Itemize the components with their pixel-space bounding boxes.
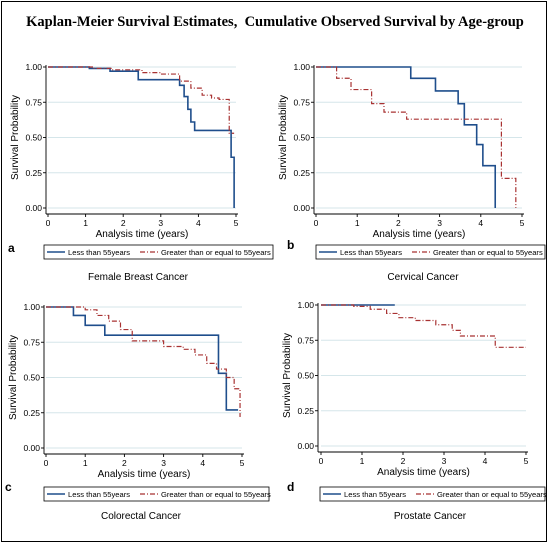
panel-subtitle: Cervical Cancer (387, 272, 459, 283)
y-tick-label: 0.25 (297, 406, 314, 416)
x-axis-title: Analysis time (years) (98, 469, 191, 480)
panel-letter: b (287, 238, 294, 252)
y-tick-label: 1.00 (293, 62, 310, 72)
legend-label: Less than 55years (68, 490, 130, 499)
panel-b: 0.00 0.25 0.50 0.75 1.00 0 1 2 3 4 5 Analysis time … (278, 62, 546, 283)
y-tick-label: 0.50 (293, 133, 310, 143)
x-tick-label: 1 (355, 218, 360, 228)
legend-label: Greater than or equal to 55years (437, 490, 547, 499)
x-axis-title: Analysis time (years) (373, 229, 466, 240)
y-axis-title: Survival Probability (8, 335, 19, 420)
legend: Less than 55years Greater than or equal t… (43, 244, 274, 260)
y-tick-label: 0.50 (25, 133, 42, 143)
series-line-under-55 (316, 66, 497, 208)
x-tick-label: 1 (83, 458, 88, 468)
x-tick-label: 4 (196, 218, 201, 228)
y-tick-label: 0.75 (293, 97, 310, 107)
y-tick-label: 0.00 (293, 203, 310, 213)
legend: Less than 55years Greater than or equal t… (319, 486, 547, 502)
y-tick-label: 0.00 (297, 441, 314, 451)
x-tick-label: 5 (520, 218, 525, 228)
y-tick-label: 0.25 (293, 168, 310, 178)
y-tick-label: 0.50 (297, 371, 314, 381)
y-tick-label: 0.75 (25, 97, 42, 107)
x-tick-label: 3 (158, 218, 163, 228)
legend-box (43, 244, 274, 260)
x-tick-label: 2 (401, 456, 406, 466)
legend-label: Greater than or equal to 55years (433, 248, 543, 257)
legend-box (319, 486, 546, 502)
panel-subtitle: Colorectal Cancer (101, 511, 182, 522)
x-tick-label: 0 (46, 218, 51, 228)
y-tick-label: 1.00 (25, 62, 42, 72)
y-axis-title: Survival Probability (10, 95, 21, 180)
y-tick-label: 0.25 (23, 408, 40, 418)
panel-letter: d (287, 480, 294, 494)
series-line-under-55 (48, 66, 235, 208)
figure-title: Kaplan-Meier Survival Estimates, Cumulat… (26, 14, 524, 30)
legend-box (315, 244, 546, 260)
legend-label: Less than 55years (68, 248, 130, 257)
x-tick-label: 2 (396, 218, 401, 228)
series-line-55-and-over (321, 304, 526, 348)
y-axis-title: Survival Probability (278, 95, 289, 180)
y-tick-label: 0.00 (23, 443, 40, 453)
y-tick-label: 1.00 (23, 302, 40, 312)
x-tick-label: 3 (437, 218, 442, 228)
y-tick-label: 0.75 (297, 335, 314, 345)
x-tick-label: 5 (240, 458, 245, 468)
y-tick-label: 0.50 (23, 373, 40, 383)
panel-c: 0.00 0.25 0.50 0.75 1.00 0 1 2 3 4 5 Analysis time … (5, 302, 271, 522)
legend: Less than 55years Greater than or equal t… (315, 244, 546, 260)
panel-d: 0.00 0.25 0.50 0.75 1.00 0 1 2 3 4 5 Analysis time … (282, 300, 547, 522)
x-tick-label: 4 (483, 456, 488, 466)
y-tick-label: 0.75 (23, 337, 40, 347)
panel-letter: c (5, 480, 12, 494)
legend: Less than 55years Greater than or equal t… (43, 486, 271, 502)
x-tick-label: 2 (121, 218, 126, 228)
x-tick-label: 0 (44, 458, 49, 468)
panel-letter: a (8, 241, 15, 255)
x-tick-label: 4 (200, 458, 205, 468)
x-tick-label: 2 (122, 458, 127, 468)
x-tick-label: 3 (442, 456, 447, 466)
x-axis-title: Analysis time (years) (377, 467, 470, 478)
series-line-55-and-over (316, 66, 517, 208)
x-tick-label: 0 (319, 456, 324, 466)
y-tick-label: 0.00 (25, 203, 42, 213)
legend-label: Less than 55years (340, 248, 402, 257)
x-tick-label: 3 (161, 458, 166, 468)
x-axis-title: Analysis time (years) (96, 229, 189, 240)
y-tick-label: 0.25 (25, 168, 42, 178)
panel-subtitle: Prostate Cancer (394, 511, 467, 522)
series-line-55-and-over (46, 306, 241, 417)
panel-subtitle: Female Breast Cancer (88, 272, 189, 283)
legend-box (43, 486, 270, 502)
x-tick-label: 4 (478, 218, 483, 228)
x-tick-label: 0 (314, 218, 319, 228)
x-tick-label: 1 (83, 218, 88, 228)
y-tick-label: 1.00 (297, 300, 314, 310)
y-axis-title: Survival Probability (282, 333, 293, 418)
x-tick-label: 5 (234, 218, 239, 228)
x-tick-label: 1 (360, 456, 365, 466)
legend-label: Greater than or equal to 55years (161, 490, 271, 499)
series-line-under-55 (46, 306, 239, 411)
legend-label: Greater than or equal to 55years (161, 248, 271, 257)
panel-a: 0.00 0.25 0.50 0.75 1.00 0 1 2 3 4 5 Analysis time … (8, 62, 274, 283)
series-line-55-and-over (48, 66, 235, 134)
legend-label: Less than 55years (344, 490, 406, 499)
x-tick-label: 5 (524, 456, 529, 466)
